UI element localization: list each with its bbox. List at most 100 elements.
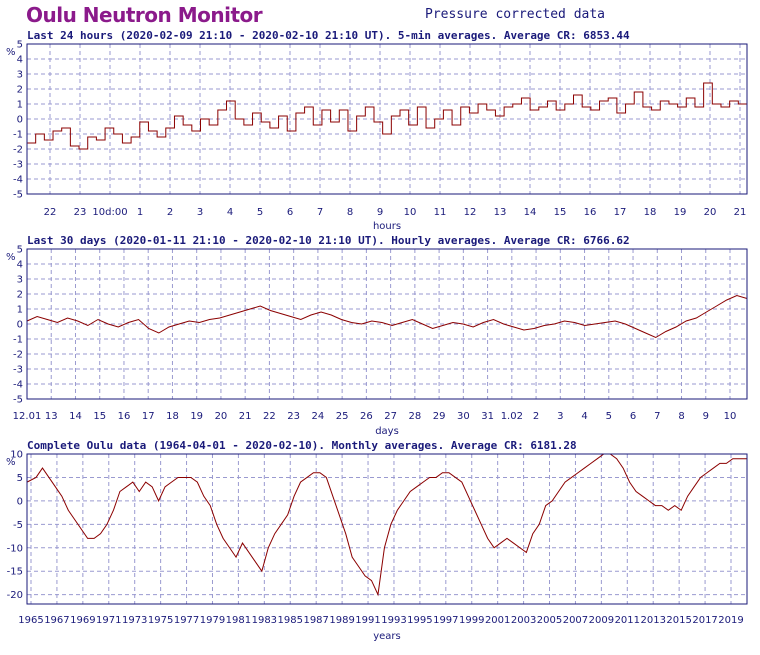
- x-tick-label: 10d:00: [92, 207, 127, 218]
- x-tick-label: 3: [557, 411, 563, 422]
- page-subtitle: Pressure corrected data: [425, 7, 606, 22]
- x-tick-label: 1995: [407, 615, 432, 626]
- y-tick-label: 3: [17, 275, 23, 286]
- x-tick-label: 7: [317, 207, 323, 218]
- y-tick-label: -1: [13, 130, 23, 141]
- x-tick-label: 1: [137, 207, 143, 218]
- x-tick-label: 26: [360, 411, 373, 422]
- y-tick-label: 0: [17, 115, 23, 126]
- y-tick-label: 5: [17, 40, 23, 51]
- x-tick-label: 1983: [252, 615, 277, 626]
- x-tick-label: 2001: [485, 615, 510, 626]
- y-tick-label: -4: [13, 175, 23, 186]
- x-tick-label: 1975: [148, 615, 173, 626]
- y-axis-label: %: [6, 252, 16, 263]
- y-tick-label: 5: [17, 473, 23, 484]
- x-tick-label: 1997: [433, 615, 458, 626]
- y-tick-label: -2: [13, 350, 23, 361]
- y-tick-label: 4: [17, 260, 23, 271]
- x-tick-label: 10: [724, 411, 737, 422]
- x-tick-label: 2: [533, 411, 539, 422]
- y-tick-label: 1: [17, 100, 23, 111]
- y-tick-label: -10: [7, 543, 23, 554]
- y-tick-label: -3: [13, 365, 23, 376]
- x-tick-label: 1989: [329, 615, 354, 626]
- x-tick-label: 1.02: [501, 411, 523, 422]
- x-tick-label: 2009: [589, 615, 614, 626]
- x-tick-label: 5: [606, 411, 612, 422]
- x-tick-label: 1967: [44, 615, 69, 626]
- x-tick-label: 19: [674, 207, 687, 218]
- x-tick-label: 2005: [537, 615, 562, 626]
- y-axis-label: %: [6, 47, 16, 58]
- y-tick-label: 2: [17, 85, 23, 96]
- x-tick-label: 1979: [200, 615, 225, 626]
- x-tick-label: 1999: [459, 615, 484, 626]
- x-tick-label: 27: [384, 411, 397, 422]
- y-tick-label: 0: [17, 320, 23, 331]
- x-tick-label: 10: [404, 207, 417, 218]
- x-tick-label: 20: [704, 207, 717, 218]
- y-tick-label: -20: [7, 590, 23, 601]
- x-axis-label: years: [373, 631, 401, 642]
- x-tick-label: 14: [524, 207, 537, 218]
- x-tick-label: 21: [239, 411, 252, 422]
- y-tick-label: 5: [17, 245, 23, 256]
- x-tick-label: 6: [630, 411, 636, 422]
- x-tick-label: 1991: [355, 615, 380, 626]
- x-tick-label: 11: [434, 207, 447, 218]
- x-tick-label: 29: [433, 411, 446, 422]
- y-tick-label: -5: [13, 520, 23, 531]
- plot-frame: [26, 453, 748, 605]
- x-tick-label: 1985: [278, 615, 303, 626]
- x-tick-label: 1971: [96, 615, 121, 626]
- x-tick-label: 9: [377, 207, 383, 218]
- y-tick-label: -5: [13, 395, 23, 406]
- x-tick-label: 23: [74, 207, 87, 218]
- x-tick-label: 2011: [615, 615, 640, 626]
- y-tick-label: 3: [17, 70, 23, 81]
- y-axis-label: %: [6, 457, 16, 468]
- plot-frame: [26, 248, 748, 400]
- x-tick-label: 21: [734, 207, 747, 218]
- x-tick-label: 18: [644, 207, 657, 218]
- y-tick-label: -2: [13, 145, 23, 156]
- x-tick-label: 12.01: [13, 411, 42, 422]
- page-title: Oulu Neutron Monitor: [26, 3, 263, 27]
- x-tick-label: 1965: [18, 615, 43, 626]
- x-tick-label: 15: [554, 207, 567, 218]
- x-tick-label: 5: [257, 207, 263, 218]
- x-tick-label: 2: [167, 207, 173, 218]
- panel-header: Last 24 hours (2020-02-09 21:10 - 2020-0…: [27, 29, 630, 42]
- x-tick-label: 1977: [174, 615, 199, 626]
- x-tick-label: 2013: [640, 615, 665, 626]
- x-tick-label: 31: [481, 411, 494, 422]
- x-tick-label: 13: [494, 207, 507, 218]
- y-tick-label: 10: [10, 450, 23, 461]
- x-axis-label: hours: [373, 221, 401, 232]
- x-tick-label: 14: [69, 411, 82, 422]
- y-tick-label: -15: [7, 567, 23, 578]
- x-tick-label: 2015: [666, 615, 691, 626]
- x-tick-label: 28: [408, 411, 421, 422]
- x-tick-label: 22: [263, 411, 276, 422]
- x-tick-label: 18: [166, 411, 179, 422]
- x-tick-label: 7: [654, 411, 660, 422]
- x-tick-label: 3: [197, 207, 203, 218]
- x-tick-label: 2019: [718, 615, 743, 626]
- x-tick-label: 17: [142, 411, 155, 422]
- y-tick-label: -3: [13, 160, 23, 171]
- x-tick-label: 4: [227, 207, 233, 218]
- x-tick-label: 19: [190, 411, 203, 422]
- y-tick-label: -5: [13, 190, 23, 201]
- x-tick-label: 2003: [511, 615, 536, 626]
- x-tick-label: 1969: [70, 615, 95, 626]
- series-line: [26, 294, 748, 339]
- x-tick-label: 2017: [692, 615, 717, 626]
- y-tick-label: 4: [17, 55, 23, 66]
- y-tick-label: 0: [17, 496, 23, 507]
- x-tick-label: 24: [312, 411, 325, 422]
- x-tick-label: 1973: [122, 615, 147, 626]
- x-tick-label: 12: [464, 207, 477, 218]
